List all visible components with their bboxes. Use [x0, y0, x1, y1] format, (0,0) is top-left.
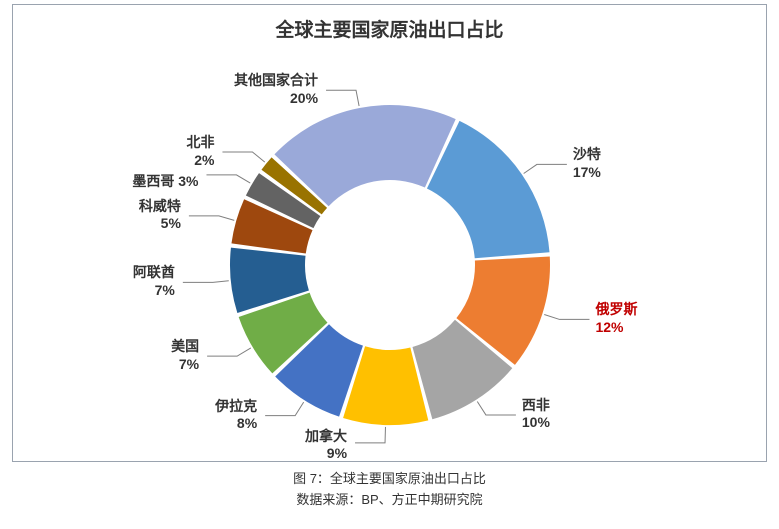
source-caption: 数据来源：BP、方正中期研究院 [12, 489, 767, 508]
leader-line [183, 281, 229, 283]
caption-block: 图 7：全球主要国家原油出口占比 数据来源：BP、方正中期研究院 [12, 468, 767, 508]
leader-line [326, 90, 359, 106]
leader-line [477, 401, 516, 414]
leader-line [265, 402, 304, 416]
leader-line [524, 164, 567, 173]
chart-title: 全球主要国家原油出口占比 [13, 15, 766, 42]
leader-line [222, 152, 264, 162]
chart-container: 全球主要国家原油出口占比 沙特17%俄罗斯12%西非10%加拿大9%伊拉克8%美… [12, 4, 767, 462]
leader-line [189, 216, 234, 220]
leader-line [544, 315, 589, 320]
leader-line [355, 427, 385, 443]
figure-caption: 图 7：全球主要国家原油出口占比 [12, 468, 767, 487]
leader-line [207, 348, 251, 356]
donut-chart [13, 45, 768, 463]
leader-line [206, 175, 250, 183]
